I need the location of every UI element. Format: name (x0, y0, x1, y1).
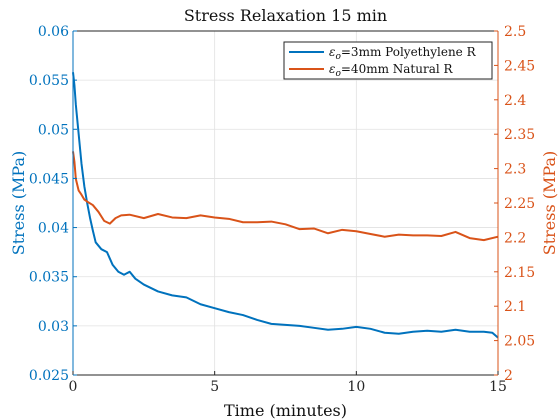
y-tick-label-right: 2.15 (504, 265, 535, 281)
y-tick-label-right: 2.35 (504, 127, 535, 143)
y-tick-label-right: 2 (504, 368, 513, 384)
y-tick-label-left: 0.06 (38, 24, 69, 40)
plot-area (73, 31, 498, 375)
x-tick-label: 0 (69, 379, 78, 395)
y-tick-label-right: 2.2 (504, 230, 526, 246)
legend-box (283, 41, 493, 80)
y-tick-label-left: 0.035 (29, 270, 69, 286)
legend-text-rest: =40mm Natural R (341, 62, 454, 76)
y-axis-label-right: Stress (MPa) (540, 151, 559, 255)
legend-symbol: ε (329, 62, 335, 76)
y-tick-label-left: 0.04 (38, 221, 69, 237)
grid (72, 30, 499, 376)
y-tick-label-right: 2.05 (504, 334, 535, 350)
legend-label-1: εo=3mm Polyethylene R (329, 45, 477, 62)
y-tick-label-right: 2.45 (504, 58, 535, 74)
x-axis-label: Time (minutes) (224, 401, 347, 420)
y-tick-label-left: 0.03 (38, 319, 69, 335)
legend-label-2: εo=40mm Natural R (329, 62, 454, 79)
legend-text-rest: =3mm Polyethylene R (341, 45, 477, 59)
chart-title: Stress Relaxation 15 min (184, 6, 387, 25)
y-tick-label-right: 2.1 (504, 299, 526, 315)
legend-subscript: o (335, 69, 341, 79)
x-tick-label: 5 (210, 379, 219, 395)
ticks: 0 5 10 15 0.025 0.03 0.035 0.04 0.045 0.05 0.055 0.… (29, 24, 535, 395)
y-tick-label-right: 2.4 (504, 93, 526, 109)
y-axis-label-left: Stress (MPa) (9, 151, 28, 255)
y-tick-label-right: 2.5 (504, 24, 526, 40)
legend: εo=3mm Polyethylene Rεo=40mm Natural R (283, 41, 493, 80)
y-tick-label-right: 2.3 (504, 162, 526, 178)
y-tick-label-left: 0.045 (29, 171, 69, 187)
series-line-2 (72, 151, 499, 242)
series-layer (72, 72, 499, 339)
legend-subscript: o (335, 52, 341, 62)
y-tick-label-left: 0.05 (38, 122, 69, 138)
y-tick-label-left: 0.055 (29, 73, 69, 89)
y-tick-label-left: 0.025 (29, 368, 69, 384)
legend-symbol: ε (329, 45, 335, 59)
x-tick-label: 10 (347, 379, 365, 395)
series-line-1 (72, 72, 499, 339)
y-tick-label-right: 2.25 (504, 196, 535, 212)
x-tick-label: 15 (489, 379, 507, 395)
